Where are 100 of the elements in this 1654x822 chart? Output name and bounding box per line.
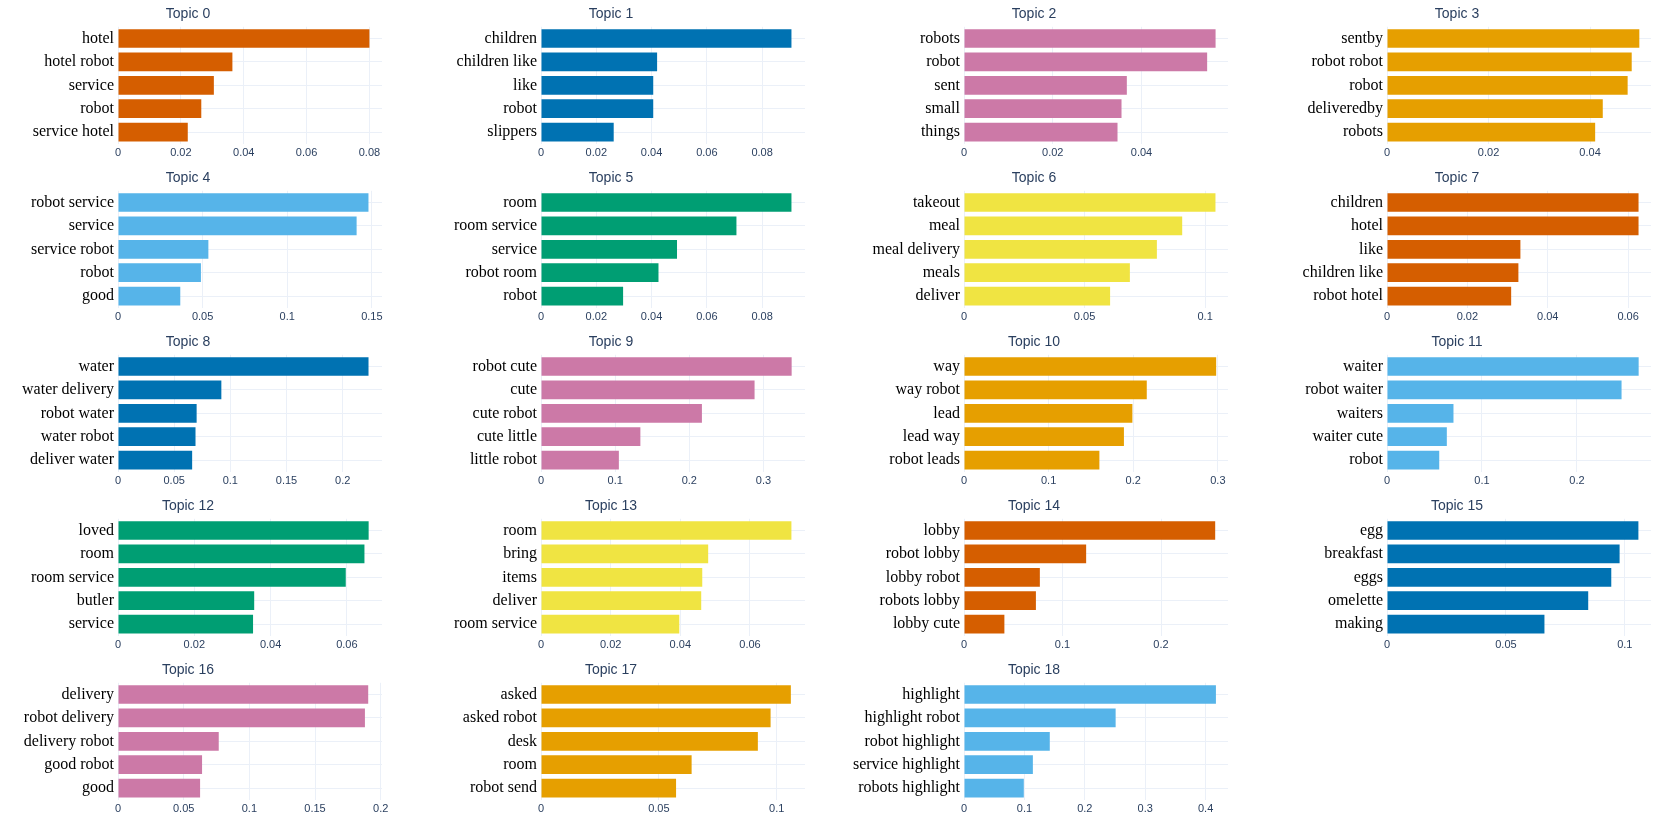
bar	[541, 286, 624, 306]
bar	[118, 380, 222, 400]
bar	[964, 731, 1050, 751]
y-tick-label: robot	[80, 98, 115, 116]
y-tick-label: delivery	[61, 684, 114, 703]
y-tick-label: robot hotel	[1313, 286, 1384, 304]
y-tick-label: service highlight	[852, 754, 961, 773]
bar	[118, 731, 219, 751]
bar	[964, 755, 1033, 775]
bar	[1387, 614, 1545, 634]
bar	[1387, 75, 1628, 95]
bar	[541, 450, 619, 470]
bar	[964, 193, 1216, 212]
bar	[541, 591, 702, 611]
bar	[541, 521, 792, 540]
x-tick-label: 0.04	[640, 146, 663, 159]
y-tick-label: service	[491, 239, 537, 257]
y-tick-label: hotel robot	[44, 52, 115, 70]
bar	[118, 521, 369, 540]
bar	[964, 521, 1216, 540]
x-tick-label: 0.04	[233, 146, 255, 159]
bar	[1387, 239, 1521, 259]
bar	[118, 427, 196, 447]
y-tick-label: robot room	[465, 262, 538, 280]
chart-title: Topic 3	[1434, 5, 1480, 22]
x-tick-label: 0.04	[259, 638, 282, 651]
bar	[1387, 52, 1632, 72]
chart-title: Topic 11	[1431, 333, 1483, 350]
x-tick-label: 0.02	[1456, 310, 1479, 323]
bar	[964, 52, 1208, 72]
bar	[541, 708, 771, 728]
x-tick-label: 0	[1383, 474, 1391, 487]
bar	[964, 708, 1116, 728]
y-tick-label: robot robot	[1311, 52, 1384, 70]
y-tick-label: lead way	[902, 426, 960, 445]
bar	[1387, 29, 1640, 48]
y-tick-label: robot delivery	[23, 708, 114, 727]
y-tick-label: eggs	[1353, 567, 1383, 586]
bar	[118, 122, 188, 142]
y-tick-label: breakfast	[1324, 544, 1384, 562]
x-tick-label: 0.05	[172, 802, 195, 815]
bar	[1387, 99, 1603, 119]
x-tick-label: 0.1	[1040, 474, 1057, 487]
chart-title: Topic 15	[1430, 497, 1484, 514]
bar	[1387, 216, 1639, 236]
x-tick-label: 0	[114, 474, 122, 487]
x-tick-label: 0.06	[336, 638, 358, 651]
bar	[118, 286, 181, 306]
y-tick-label: loved	[78, 520, 114, 538]
bar	[118, 685, 369, 704]
chart-title: Topic 1	[588, 5, 634, 22]
y-tick-label: deliver	[915, 286, 961, 304]
bar	[1387, 357, 1639, 376]
y-tick-label: room	[503, 192, 538, 210]
bar	[964, 263, 1130, 283]
bar	[541, 614, 680, 634]
x-tick-label: 0.02	[599, 638, 622, 651]
chart-title: Topic 10	[1007, 333, 1061, 350]
y-tick-label: highlight robot	[864, 708, 961, 727]
bar	[541, 567, 703, 587]
y-tick-label: water robot	[40, 426, 115, 444]
x-tick-label: 0.3	[1137, 802, 1153, 815]
x-tick-label: 0	[114, 638, 122, 651]
bar	[1387, 591, 1589, 611]
x-tick-label: 0.15	[361, 310, 383, 323]
y-tick-label: cute little	[477, 426, 537, 444]
y-tick-label: children like	[456, 52, 537, 70]
bar	[541, 263, 659, 283]
bar	[964, 99, 1122, 119]
y-tick-label: robot	[503, 98, 538, 116]
y-tick-label: robot	[1349, 75, 1384, 93]
bar	[964, 567, 1040, 587]
chart-title: Topic 6	[1011, 169, 1057, 186]
x-tick-label: 0.08	[358, 146, 381, 159]
bar	[964, 216, 1183, 236]
bar	[118, 591, 255, 611]
x-tick-label: 0.1	[279, 310, 295, 323]
bar	[1387, 380, 1622, 400]
bar	[541, 403, 702, 423]
x-tick-label: 0.06	[696, 310, 718, 323]
x-tick-label: 0	[960, 146, 968, 159]
y-tick-label: robots	[920, 28, 960, 46]
y-tick-label: like	[1359, 239, 1383, 257]
x-tick-label: 0	[114, 310, 122, 323]
y-tick-label: water	[78, 356, 115, 374]
x-tick-label: 0.1	[1474, 474, 1490, 487]
bar	[964, 29, 1216, 48]
y-tick-label: room	[80, 544, 115, 562]
y-tick-label: robot service	[30, 192, 114, 210]
x-tick-label: 0.2	[1077, 802, 1093, 815]
y-tick-label: service hotel	[32, 122, 115, 140]
y-tick-label: cute robot	[472, 403, 538, 421]
y-tick-label: slippers	[487, 122, 537, 141]
y-tick-label: lead	[933, 403, 960, 421]
y-tick-label: waiters	[1336, 403, 1383, 421]
chart-title: Topic 4	[165, 169, 211, 186]
y-tick-label: asked	[500, 684, 537, 702]
bar	[541, 755, 692, 775]
bar	[1387, 122, 1596, 142]
bar	[118, 216, 357, 236]
